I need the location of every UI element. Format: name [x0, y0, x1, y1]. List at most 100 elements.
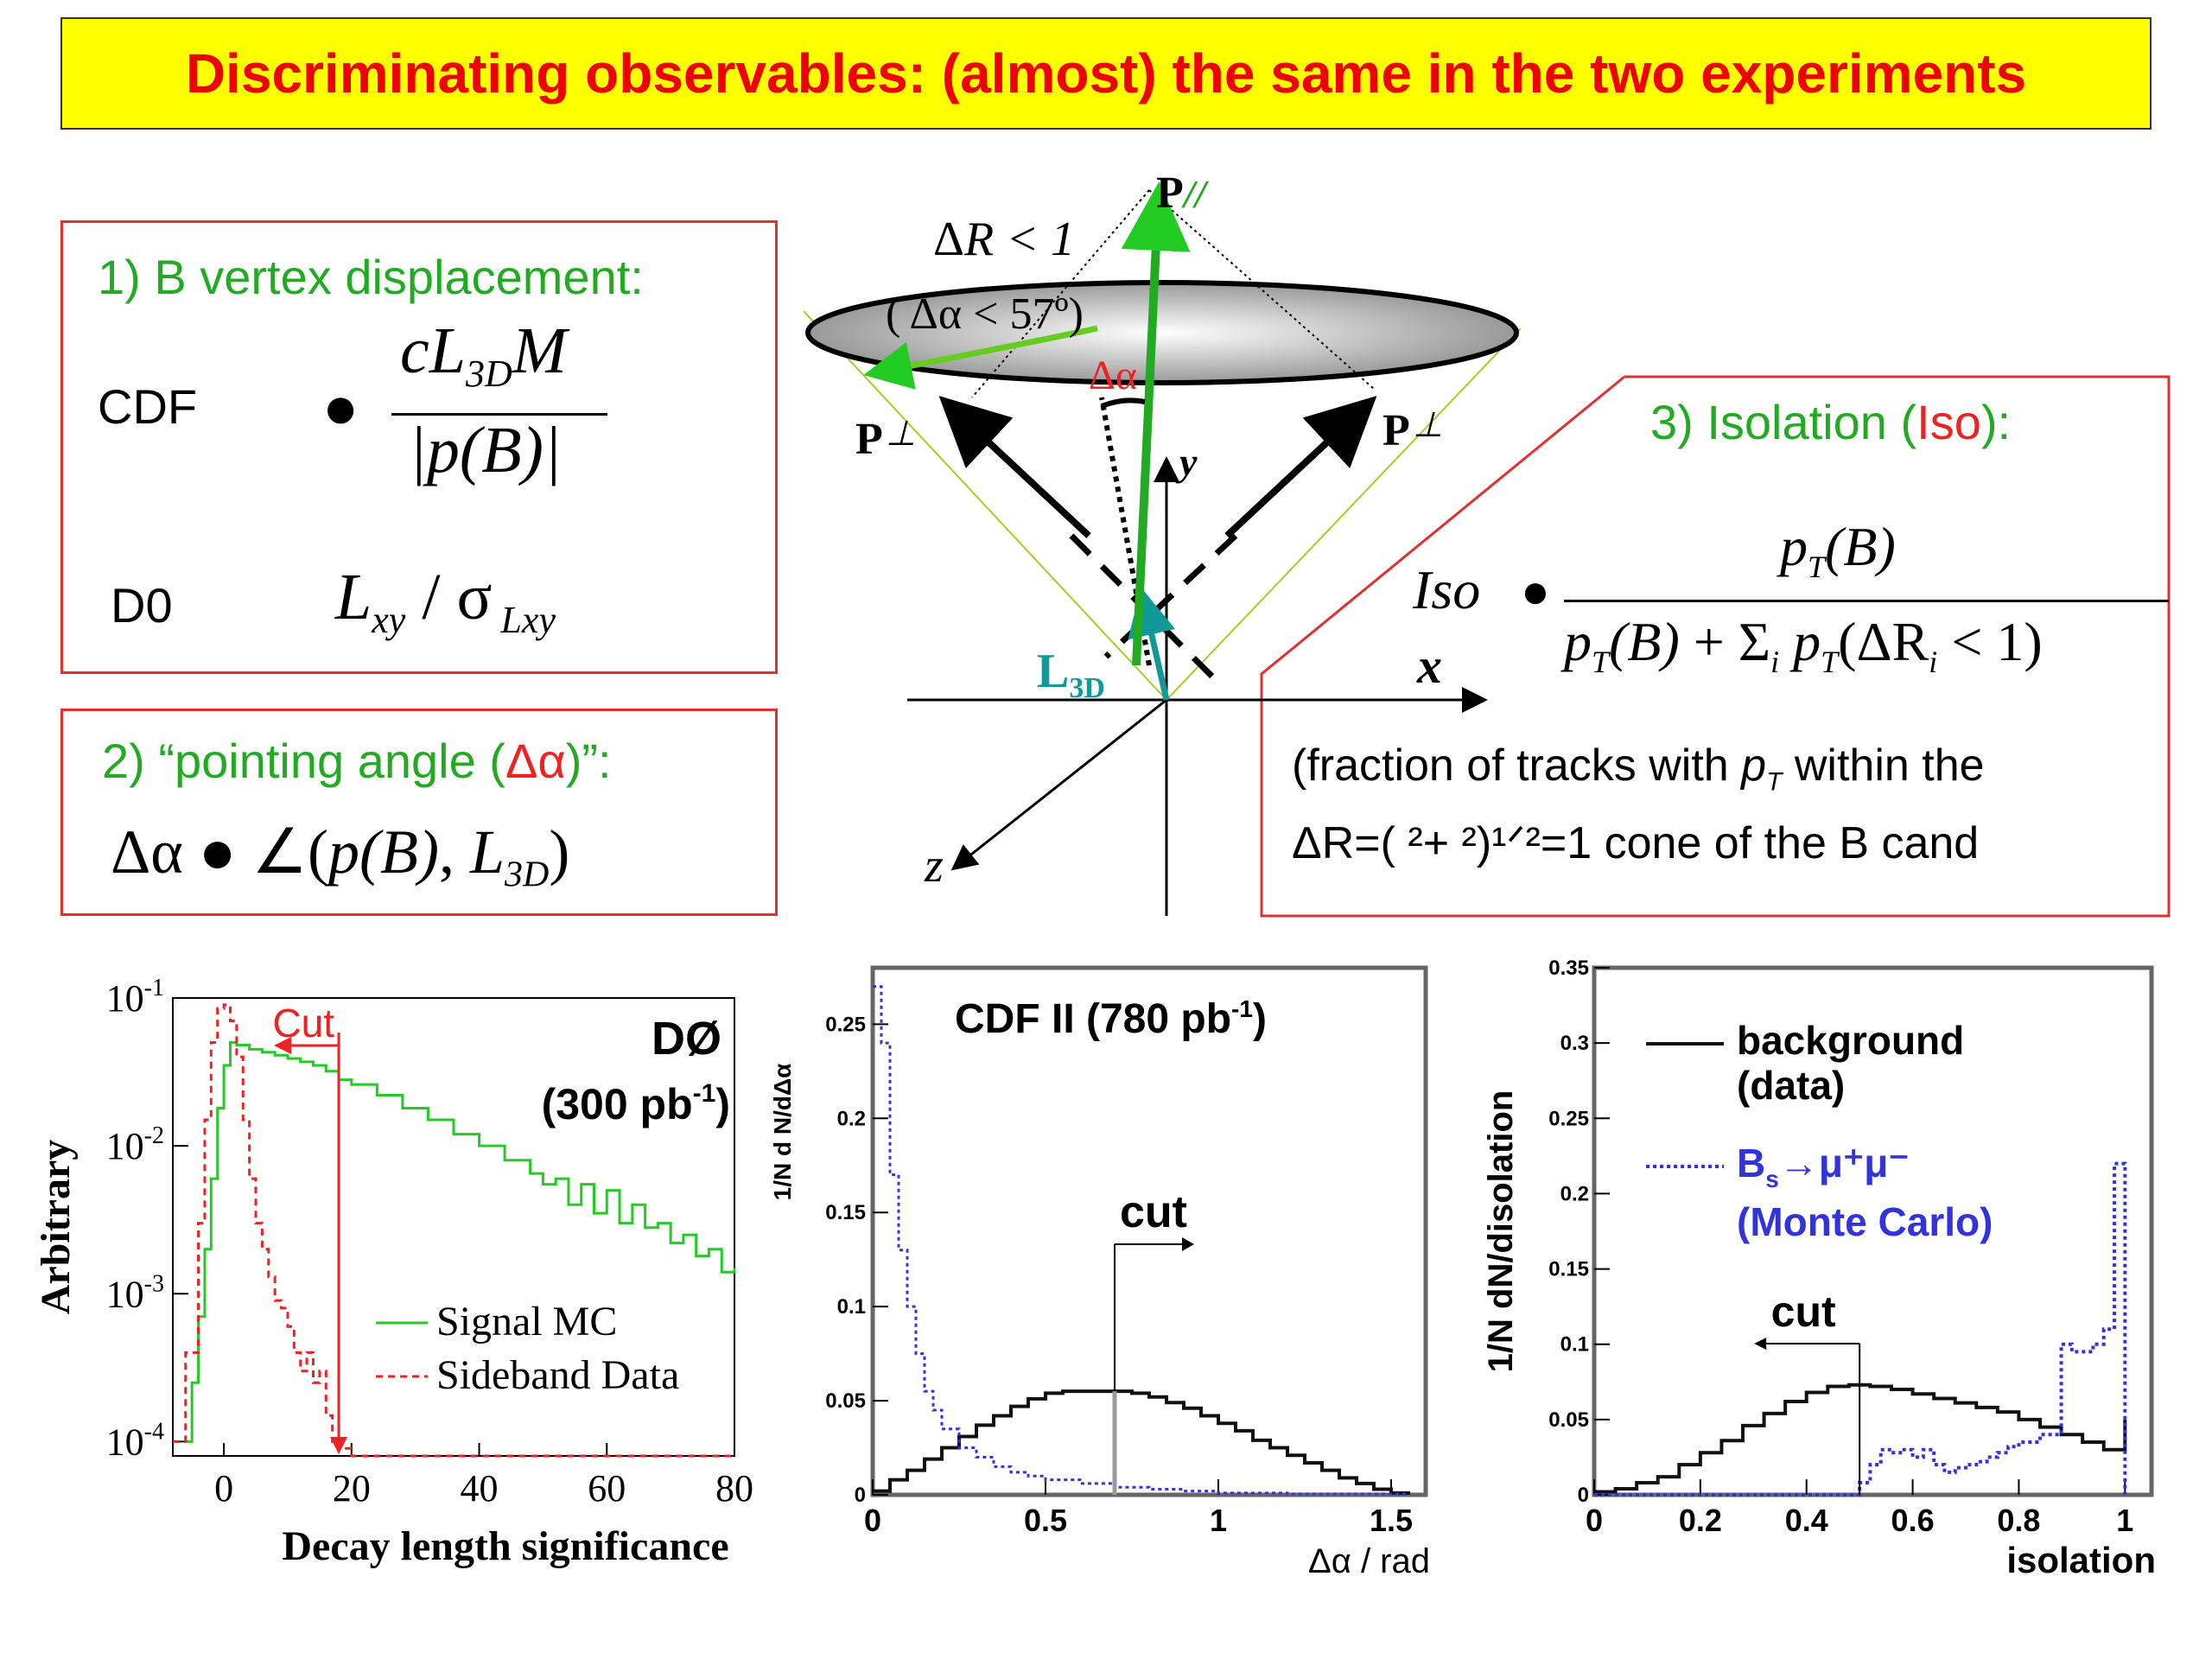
y-tick-label: 0.05	[1548, 1408, 1589, 1432]
pointing-angle-box: 2) “pointing angle (Δα)”: Δα ● ∠(p(B), L…	[60, 709, 778, 916]
cut-label: cut	[1120, 1187, 1187, 1237]
p-right-arrow	[1224, 396, 1377, 538]
cut-arrowhead	[1182, 1237, 1194, 1251]
x-tick-label: 60	[588, 1467, 626, 1510]
y-tick-label: 0	[1578, 1484, 1589, 1507]
cone-right-edge	[1166, 327, 1522, 701]
y-tick-label: 0.2	[1560, 1182, 1589, 1205]
x-tick-label: 0.2	[1679, 1503, 1722, 1538]
cut-arrowhead-left	[274, 1037, 292, 1054]
alpha-arc	[1100, 397, 1146, 409]
x-tick-label: 40	[461, 1467, 499, 1510]
y-tick-label: 10-2	[106, 1122, 164, 1167]
y-axis-label: 1/N d N/dΔα	[769, 1064, 796, 1201]
y-tick-label: 0.15	[1548, 1258, 1589, 1281]
alpha-label: Δα	[1089, 353, 1137, 398]
y-tick-label: 0.25	[1548, 1107, 1589, 1130]
cdf-formula: ● cL3DM |p(B)|	[322, 314, 754, 486]
legend-label: Signal MC	[436, 1299, 617, 1344]
x-axis-label: Δα / rad	[1308, 1542, 1430, 1580]
experiment-label: DØ	[652, 1013, 721, 1065]
legend-label: Bs→μ⁺μ⁻	[1737, 1141, 1910, 1192]
x-tick-label: 1	[1210, 1503, 1227, 1538]
iso-note-line1: (fraction of tracks with pT within the	[1292, 741, 1985, 797]
box1-heading: 1) B vertex displacement:	[98, 250, 644, 304]
y-axis-label: y	[1175, 440, 1198, 484]
x-tick-label: 1	[2116, 1503, 2133, 1538]
cut-label: cut	[1771, 1287, 1836, 1336]
x-tick-label: 0.8	[1997, 1503, 2040, 1538]
series-0	[1594, 1382, 2127, 1494]
iso-numerator: pT(B)	[1780, 516, 1896, 584]
geometry-diagram: P // ΔR < 1 ( Δα < 57º) Δα P ⊥ P ⊥ y x z…	[804, 168, 1522, 916]
p-left-mark: ⊥	[886, 414, 916, 453]
fraction-numerator: cL3DM	[400, 315, 568, 396]
vertex-displacement-box: 1) B vertex displacement: CDF ● cL3DM |p…	[60, 220, 778, 674]
box3-heading: 3) Isolation (Iso):	[1650, 395, 2012, 449]
box2-heading: 2) “pointing angle (Δα)”:	[102, 734, 612, 788]
fraction-denominator: |p(B)|	[409, 414, 562, 486]
y-tick-label: 0.15	[825, 1201, 866, 1224]
luminosity-label: (300 pb-1)	[542, 1079, 730, 1128]
p-left-label: P	[855, 415, 883, 464]
x-tick-label: 0.4	[1785, 1503, 1828, 1538]
y-tick-label: 10-3	[106, 1270, 164, 1315]
legend-label: background	[1737, 1018, 1964, 1063]
y-tick-label: 0	[855, 1484, 866, 1507]
chart-cdf-pointing-angle: 0 0.5 1 1.5 0 0.05 0.1 0.15 0.2 0.25 cut CDF II (78…	[769, 965, 1430, 1580]
x-tick-label: 0	[1586, 1503, 1603, 1538]
legend-label: (data)	[1737, 1063, 1845, 1108]
iso-dot: ●	[1521, 563, 1550, 618]
z-axis-label: z	[924, 839, 944, 893]
d0-label: D0	[111, 578, 173, 632]
cone-disc	[805, 280, 1519, 385]
pointing-formula: Δα ● ∠(p(B), L3D)	[111, 817, 570, 895]
p-left-arrow	[938, 396, 1091, 538]
x-axis-label: Decay length significance	[282, 1523, 728, 1569]
angle-label: ( Δα < 57º)	[886, 289, 1084, 339]
r-label: ΔR < 1	[933, 213, 1075, 266]
l3d-label: L3D	[1037, 645, 1105, 704]
alpha-symbol: Δα	[505, 734, 566, 788]
isolation-box: 3) Isolation (Iso): Iso ● pT(B) pT(B) + …	[1262, 377, 2212, 916]
y-tick-label: 0.1	[1560, 1333, 1589, 1357]
series-background	[873, 1389, 1410, 1495]
l3d-arrow	[1128, 587, 1176, 701]
x-tick-label: 0.5	[1024, 1503, 1067, 1538]
cut-label: Cut	[272, 1001, 334, 1046]
plot-frame	[870, 965, 1428, 1497]
y-tick-label: 0.25	[825, 1013, 866, 1036]
x-tick-label: 0.6	[1891, 1503, 1935, 1538]
y-tick-label: 0.35	[1548, 957, 1589, 980]
plot-frame	[1592, 965, 2154, 1497]
series-sideband-data	[173, 1003, 734, 1458]
iso-fraction-bar	[1564, 600, 2169, 602]
iso-symbol: Iso	[1413, 559, 1481, 620]
x-axis-label: x	[1416, 638, 1442, 694]
p-right-label: P	[1382, 406, 1410, 455]
slide-title-box: Discriminating observables: (almost) the…	[60, 17, 2152, 130]
y-axis-label: 1/N dN/disolation	[1482, 1090, 1520, 1373]
iso-denominator: pT(B) + Σi pT(ΔRi < 1)	[1564, 611, 2043, 679]
y-tick-label: 10-4	[106, 1418, 164, 1463]
y-tick-label: 0.05	[825, 1389, 866, 1413]
y-tick-label: 0.1	[837, 1295, 866, 1319]
p-parallel-label: P	[1156, 168, 1184, 218]
x-axis-label: isolation	[2006, 1540, 2156, 1580]
series-signal	[873, 985, 1410, 1496]
x-tick-label: 80	[715, 1467, 753, 1510]
p-right-mark: ⊥	[1413, 405, 1443, 444]
series-signal-mc	[185, 1041, 736, 1443]
chart-isolation: 0 0.2 0.4 0.6 0.8 1 0 0.05 0.1 0.15 0.2 0.25 0.3 0.35…	[1482, 957, 2156, 1580]
cut-arrowhead-down	[330, 1437, 348, 1454]
dot-operator: ●	[322, 375, 359, 442]
legend-label: Sideband Data	[436, 1352, 679, 1398]
cut-arrowhead	[1754, 1338, 1767, 1350]
experiment-label: CDF II (780 pb-1)	[955, 995, 1267, 1042]
cdf-label: CDF	[98, 379, 198, 434]
d0-formula: Lxy / σ Lxy	[335, 561, 556, 642]
x-tick-label: 20	[333, 1467, 371, 1510]
y-tick-label: 0.2	[837, 1107, 866, 1130]
iso-note-line2: ΔR=( ²+ ²)¹ᐟ²=1 cone of the B cand	[1292, 818, 1980, 868]
